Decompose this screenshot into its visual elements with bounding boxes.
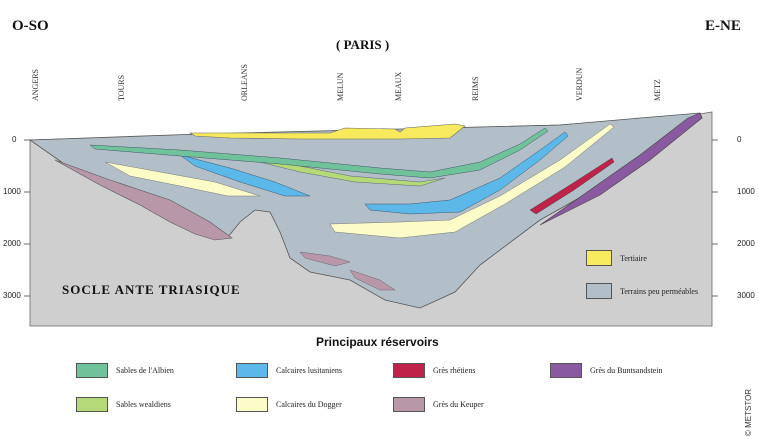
legend-swatch	[76, 363, 108, 378]
legend-item-buntsandstein: Grès du Buntsandstein	[550, 363, 662, 378]
buntsandstein-layer	[539, 112, 703, 226]
depth-tick-right: 2000	[737, 239, 755, 248]
legend-item-lusitaniens: Calcaires lusitaniens	[236, 363, 342, 378]
terrains-swatch	[586, 283, 612, 299]
legend-label: Grès du Buntsandstein	[590, 366, 663, 375]
lusitanien-layer-west	[179, 154, 311, 197]
depth-tick-left: 0	[12, 135, 17, 144]
depth-tick-right: 3000	[737, 291, 755, 300]
legend-label: Calcaires lusitaniens	[276, 366, 342, 375]
legend-swatch	[393, 363, 425, 378]
terrains-key-label: Terrains peu perméables	[620, 286, 699, 296]
dogger-layer-west	[104, 161, 261, 197]
paris-label: ( PARIS )	[336, 37, 390, 52]
terrains-key: Terrains peu perméables	[586, 283, 698, 299]
legend-label: Sables wealdiens	[116, 400, 171, 409]
tertiaire-layer	[188, 123, 466, 140]
depth-tick-right: 0	[737, 135, 742, 144]
rhetien-layer	[529, 157, 615, 215]
legend-label: Grès du Keuper	[433, 400, 484, 409]
depth-tick-right: 1000	[737, 187, 755, 196]
albien-layer	[89, 127, 549, 179]
legend-item-albien: Sables de l'Albien	[76, 363, 174, 378]
small-lens	[349, 269, 396, 291]
legend-item-keuper: Grès du Keuper	[393, 397, 484, 412]
wealdien-layer	[234, 155, 446, 187]
legend-label: Calcaires du Dogger	[276, 400, 342, 409]
copyright-label: © METSTOR	[744, 388, 753, 436]
legend-item-dogger: Calcaires du Dogger	[236, 397, 342, 412]
legend-swatch	[76, 397, 108, 412]
depth-tick-left: 1000	[3, 187, 21, 196]
depth-ticks	[24, 139, 718, 297]
west-direction-label: O-SO	[12, 18, 49, 34]
tertiaire-swatch	[586, 250, 612, 266]
tertiaire-key-label: Tertiaire	[620, 253, 647, 263]
legend-swatch	[550, 363, 582, 378]
legend-label: Sables de l'Albien	[116, 366, 174, 375]
depth-tick-left: 3000	[3, 291, 21, 300]
legend-swatch	[236, 397, 268, 412]
east-direction-label: E-NE	[705, 18, 741, 34]
depth-tick-left: 2000	[3, 239, 21, 248]
legend-title: Principaux réservoirs	[316, 335, 439, 349]
legend-item-wealdiens: Sables wealdiens	[76, 397, 171, 412]
small-lens	[299, 251, 351, 267]
keuper-layer	[54, 159, 233, 241]
legend-label: Grès rhétiens	[433, 366, 476, 375]
socle-label: SOCLE ANTE TRIASIQUE	[62, 282, 241, 297]
lusitanien-layer-east	[364, 131, 569, 215]
tertiaire-key: Tertiaire	[586, 250, 647, 266]
legend-swatch	[236, 363, 268, 378]
legend-item-rhetiens: Grès rhétiens	[393, 363, 475, 378]
dogger-layer-center	[329, 123, 615, 239]
legend-swatch	[393, 397, 425, 412]
